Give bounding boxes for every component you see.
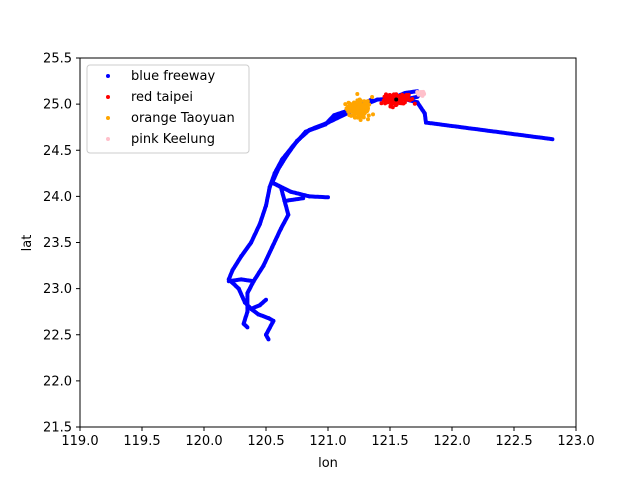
x-tick-label: 120.5 — [247, 434, 284, 449]
y-tick-label: 24.0 — [43, 190, 72, 205]
taoyuan-point — [353, 103, 358, 108]
taoyuan-point — [365, 104, 370, 108]
legend-marker-orange-taoyuan — [106, 116, 110, 120]
taipei-point — [401, 101, 406, 106]
taoyuan-point — [370, 95, 375, 99]
taoyuan-point — [361, 113, 366, 118]
legend-marker-blue-freeway — [106, 74, 110, 78]
taipei-point — [406, 94, 411, 99]
x-axis-ticks: 119.0 119.5 120.0 120.5 121.0 121.5 122.0 122.5… — [61, 427, 595, 449]
keelung-point — [420, 93, 425, 98]
taoyuan-point — [349, 113, 354, 118]
taoyuan-point — [366, 113, 371, 118]
legend-marker-pink-keelung — [106, 137, 110, 141]
freeway-point — [326, 195, 330, 200]
y-tick-label: 25.5 — [43, 52, 72, 67]
taoyuan-point — [358, 102, 362, 107]
taoyuan-point — [358, 99, 363, 104]
taipei-center-point — [394, 97, 399, 102]
taoyuan-point — [351, 106, 356, 111]
y-tick-label: 22.0 — [43, 374, 72, 389]
taipei-point — [391, 94, 396, 99]
x-tick-label: 123.0 — [557, 434, 594, 449]
x-axis-label: lon — [318, 456, 338, 471]
taoyuan-point — [346, 104, 350, 109]
x-tick-label: 121.0 — [309, 434, 346, 449]
y-tick-label: 23.0 — [43, 282, 72, 297]
taoyuan-point — [347, 108, 352, 113]
x-tick-label: 122.5 — [495, 434, 532, 449]
taoyuan-point — [356, 111, 361, 116]
x-tick-label: 121.5 — [371, 434, 408, 449]
taipei-point — [389, 98, 394, 103]
legend-label-red-taipei: red taipei — [131, 90, 193, 105]
y-axis-label: lat — [20, 235, 35, 252]
legend: blue freeway red taipei orange Taoyuan p… — [86, 64, 250, 154]
legend-label-orange-taoyuan: orange Taoyuan — [131, 111, 235, 126]
legend-label-pink-keelung: pink Keelung — [131, 132, 215, 147]
y-tick-label: 24.5 — [43, 144, 72, 159]
freeway-point — [301, 196, 306, 201]
y-tick-label: 25.0 — [43, 98, 72, 113]
taoyuan-point — [364, 109, 369, 114]
taoyuan-point — [366, 117, 370, 122]
y-tick-label: 23.5 — [43, 236, 72, 251]
legend-label-blue-freeway: blue freeway — [131, 69, 215, 84]
x-tick-label: 120.0 — [185, 434, 222, 449]
taoyuan-point — [347, 101, 352, 106]
taoyuan-point — [343, 102, 348, 107]
taoyuan-point — [352, 114, 357, 119]
taipei-point — [400, 97, 405, 102]
freeway-point — [226, 279, 231, 284]
keelung-point — [416, 90, 421, 95]
taipei-point — [392, 101, 397, 106]
y-axis-ticks: 21.5 22.0 22.5 23.0 23.5 24.0 24.5 25.0 25.5 — [43, 52, 80, 436]
legend-frame — [86, 64, 250, 154]
taoyuan-point — [355, 92, 360, 96]
freeway-point — [245, 325, 250, 330]
taoyuan-point — [364, 100, 368, 105]
taipei-point — [410, 97, 415, 101]
data-marks — [226, 89, 555, 342]
taipei-point — [384, 99, 389, 104]
x-tick-label: 119.5 — [123, 434, 160, 449]
freeway-point — [264, 297, 268, 302]
taoyuan-point — [355, 106, 360, 111]
taipei-point — [412, 101, 417, 106]
taoyuan-point — [360, 108, 365, 113]
taoyuan-point — [358, 105, 363, 110]
legend-marker-red-taipei — [106, 95, 110, 99]
taoyuan-point — [371, 112, 375, 117]
y-tick-label: 21.5 — [43, 421, 72, 436]
taipei-point — [386, 95, 391, 100]
taipei-point — [400, 92, 405, 97]
taoyuan-point — [358, 118, 363, 122]
y-tick-label: 22.5 — [43, 328, 72, 343]
x-tick-label: 119.0 — [61, 434, 98, 449]
freeway-point — [266, 337, 271, 342]
x-tick-label: 122.0 — [433, 434, 470, 449]
taipei-point — [379, 101, 384, 106]
